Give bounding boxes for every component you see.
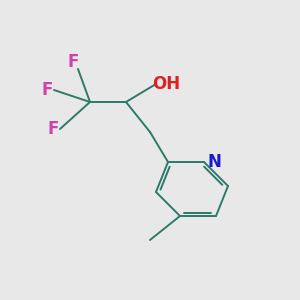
Text: F: F xyxy=(68,53,79,71)
Text: OH: OH xyxy=(152,75,180,93)
Text: F: F xyxy=(42,81,53,99)
Text: N: N xyxy=(208,153,221,171)
Text: F: F xyxy=(48,120,59,138)
